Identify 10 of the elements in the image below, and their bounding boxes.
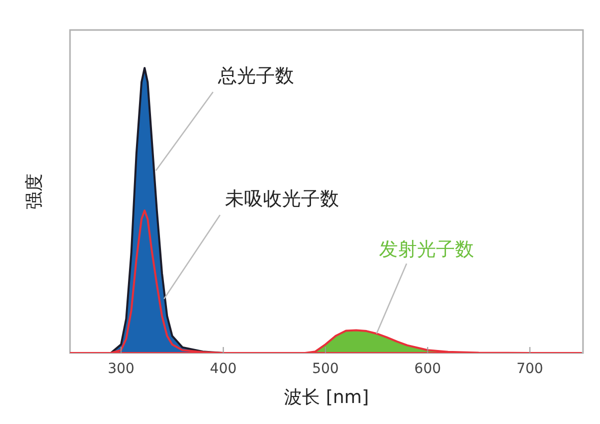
x-tick-label: 700 <box>516 361 544 377</box>
annotation: 未吸收光子数 <box>225 188 339 210</box>
y-axis-title: 强度 <box>24 174 45 210</box>
annotation: 总光子数 <box>217 65 294 87</box>
x-tick-label: 400 <box>210 361 237 377</box>
x-tick-label: 600 <box>414 361 442 377</box>
x-tick-label: 300 <box>108 361 134 377</box>
text: 发射光子数 <box>379 238 474 261</box>
x-axis-title: 波长 [nm] <box>284 387 369 408</box>
x-tick-label: 500 <box>312 361 339 377</box>
